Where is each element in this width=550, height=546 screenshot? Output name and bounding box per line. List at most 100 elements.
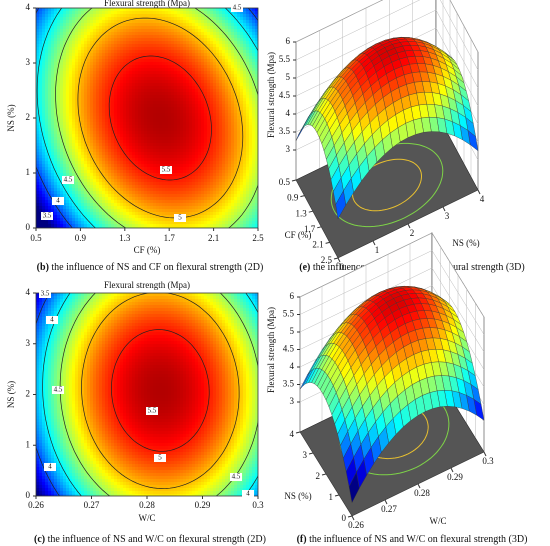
field-cell [195, 74, 199, 78]
field-cell [234, 152, 238, 156]
field-cell [216, 26, 220, 30]
field-cell [102, 110, 106, 114]
field-cell [87, 20, 91, 24]
field-cell [213, 197, 217, 201]
field-cell [45, 197, 49, 201]
field-cell [198, 152, 202, 156]
field-cell [192, 179, 196, 183]
field-cell [84, 209, 88, 213]
field-cell [117, 53, 121, 57]
field-cell [186, 188, 190, 192]
field-cell [138, 212, 142, 216]
field-cell [78, 212, 82, 216]
field-cell [66, 20, 70, 24]
field-cell [108, 20, 112, 24]
field-cell [90, 176, 94, 180]
field-cell [87, 65, 91, 69]
field-cell [195, 35, 199, 39]
field-cell [159, 188, 163, 192]
field-cell [132, 50, 136, 54]
field-cell [168, 161, 172, 165]
field-cell [159, 107, 163, 111]
field-cell [168, 215, 172, 219]
field-cell [144, 65, 148, 69]
field-cell [45, 191, 49, 195]
field-cell [231, 92, 235, 96]
field-cell [159, 212, 163, 216]
field-cell [195, 86, 199, 90]
field-cell [63, 71, 67, 75]
field-cell [192, 86, 196, 90]
field-cell [162, 11, 166, 15]
field-cell [108, 131, 112, 135]
field-cell [231, 95, 235, 99]
field-cell [213, 206, 217, 210]
field-cell [90, 35, 94, 39]
field-cell [108, 221, 112, 225]
field-cell [231, 167, 235, 171]
field-cell [144, 143, 148, 147]
field-cell [219, 77, 223, 81]
field-cell [225, 152, 229, 156]
field-cell [177, 152, 181, 156]
field-cell [54, 11, 58, 15]
field-cell [51, 23, 55, 27]
field-cell [69, 170, 73, 174]
field-cell [144, 170, 148, 174]
field-cell [204, 203, 208, 207]
field-cell [45, 176, 49, 180]
field-cell [168, 26, 172, 30]
field-cell [156, 134, 160, 138]
field-cell [87, 92, 91, 96]
field-cell [201, 77, 205, 81]
field-cell [120, 170, 124, 174]
field-cell [51, 221, 55, 225]
field-cell [210, 89, 214, 93]
field-cell [63, 68, 67, 72]
field-cell [228, 44, 232, 48]
field-cell [207, 128, 211, 132]
field-cell [168, 41, 172, 45]
field-cell [111, 86, 115, 90]
field-cell [78, 38, 82, 42]
field-cell [150, 122, 154, 126]
field-cell [72, 71, 76, 75]
field-cell [153, 152, 157, 156]
field-cell [75, 56, 79, 60]
field-cell [48, 47, 52, 51]
field-cell [189, 17, 193, 21]
field-cell [147, 206, 151, 210]
field-cell [126, 14, 130, 18]
field-cell [39, 191, 43, 195]
field-cell [123, 95, 127, 99]
field-cell [153, 215, 157, 219]
field-cell [87, 53, 91, 57]
field-cell [207, 26, 211, 30]
field-cell [66, 29, 70, 33]
field-cell [201, 110, 205, 114]
field-cell [90, 131, 94, 135]
field-cell [171, 128, 175, 132]
field-cell [129, 182, 133, 186]
field-cell [141, 170, 145, 174]
field-cell [54, 44, 58, 48]
field-cell [225, 146, 229, 150]
field-cell [51, 35, 55, 39]
field-cell [141, 188, 145, 192]
field-cell [57, 32, 61, 36]
field-cell [132, 170, 136, 174]
field-cell [216, 68, 220, 72]
field-cell [69, 74, 73, 78]
field-cell [216, 98, 220, 102]
field-cell [228, 20, 232, 24]
field-cell [162, 149, 166, 153]
field-cell [225, 116, 229, 120]
field-cell [222, 50, 226, 54]
field-cell [108, 110, 112, 114]
field-cell [183, 134, 187, 138]
field-cell [216, 182, 220, 186]
field-cell [144, 59, 148, 63]
field-cell [129, 59, 133, 63]
field-cell [162, 224, 166, 228]
field-cell [153, 110, 157, 114]
